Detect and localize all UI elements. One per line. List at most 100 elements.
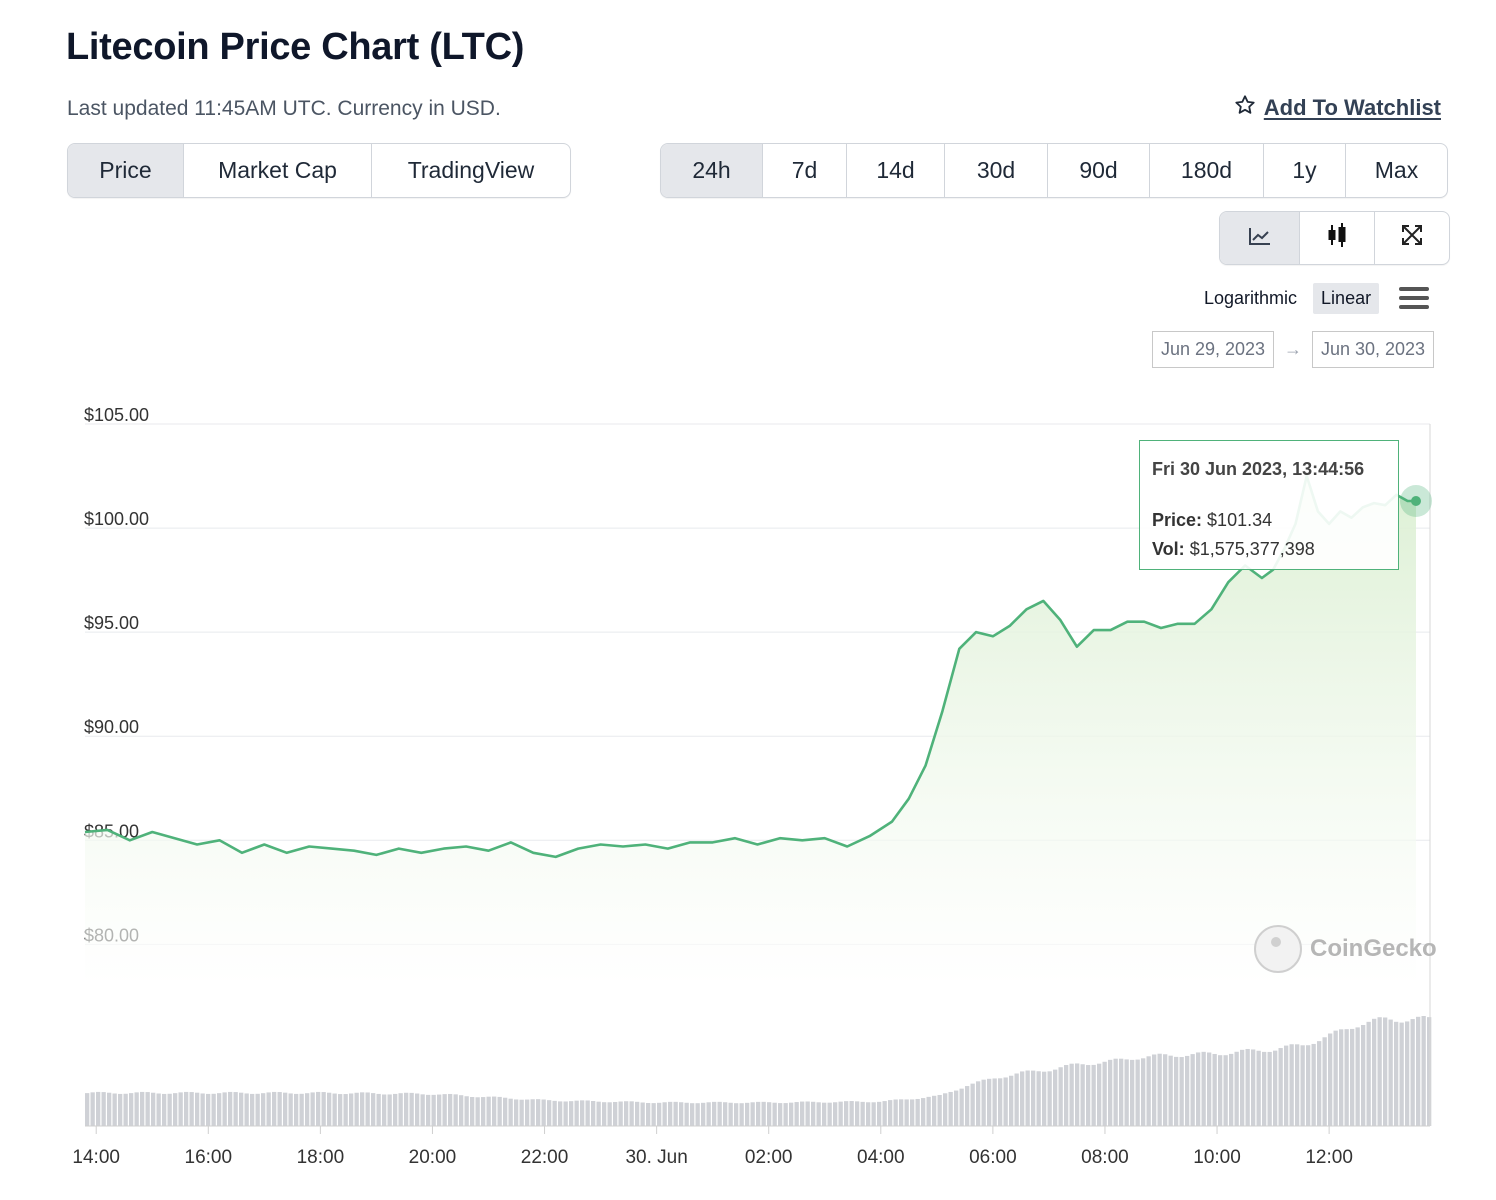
volume-bar xyxy=(1344,1029,1349,1126)
y-tick-label: $90.00 xyxy=(84,717,139,737)
volume-bar xyxy=(684,1102,689,1126)
range-14d-button[interactable]: 14d xyxy=(847,144,945,197)
volume-bar xyxy=(250,1093,255,1126)
volume-bar xyxy=(794,1102,799,1126)
volume-bar xyxy=(602,1102,607,1126)
volume-bar xyxy=(1020,1071,1025,1126)
volume-bar xyxy=(1405,1021,1410,1126)
volume-bar xyxy=(448,1093,453,1126)
tab-tradingview[interactable]: TradingView xyxy=(407,157,535,183)
volume-bar xyxy=(1388,1019,1393,1126)
range-1y-button[interactable]: 1y xyxy=(1264,144,1346,197)
last-updated-text: Last updated 11:45AM UTC. Currency in US… xyxy=(67,97,501,120)
volume-bar xyxy=(778,1103,783,1126)
volume-bar xyxy=(409,1092,414,1126)
volume-bar xyxy=(1097,1063,1102,1126)
volume-bar xyxy=(123,1093,128,1126)
volume-bar xyxy=(1289,1044,1294,1126)
volume-bar xyxy=(591,1100,596,1126)
volume-bar xyxy=(1328,1033,1333,1126)
volume-bar xyxy=(761,1101,766,1126)
volume-bar xyxy=(481,1097,486,1126)
volume-bar xyxy=(415,1093,420,1126)
volume-bar xyxy=(1135,1059,1140,1126)
volume-bar xyxy=(1003,1077,1008,1126)
volume-bar xyxy=(453,1094,458,1126)
volume-bar xyxy=(1146,1056,1151,1126)
volume-bar xyxy=(1427,1017,1432,1126)
volume-bar xyxy=(294,1093,299,1126)
range-180d-button[interactable]: 180d xyxy=(1150,144,1264,197)
range-30d-button[interactable]: 30d xyxy=(945,144,1048,197)
volume-bar xyxy=(1064,1065,1069,1126)
volume-bar xyxy=(1152,1054,1157,1126)
volume-bar xyxy=(1130,1059,1135,1126)
chart-tabs: Price Market Cap TradingView xyxy=(67,143,571,198)
volume-bar xyxy=(1322,1037,1327,1126)
candlestick-button[interactable] xyxy=(1300,212,1375,264)
volume-bar xyxy=(734,1103,739,1126)
range-7d-button[interactable]: 7d xyxy=(763,144,847,197)
fullscreen-button[interactable] xyxy=(1375,212,1449,264)
volume-bar xyxy=(508,1098,513,1126)
x-tick-label: 12:00 xyxy=(1305,1147,1353,1168)
tooltip-vol-label: Vol: xyxy=(1152,539,1185,559)
volume-bar xyxy=(662,1102,667,1126)
coingecko-logo-icon xyxy=(1254,925,1302,973)
y-tick-label: $105.00 xyxy=(84,405,149,425)
volume-bar xyxy=(431,1094,436,1126)
add-to-watchlist-button[interactable]: Add To Watchlist xyxy=(1234,94,1441,122)
range-24h-button[interactable]: 24h xyxy=(661,144,763,197)
volume-bar xyxy=(497,1096,502,1126)
line-chart-button[interactable] xyxy=(1220,212,1300,264)
line-chart-icon xyxy=(1248,225,1272,252)
volume-bar xyxy=(937,1094,942,1126)
volume-bar xyxy=(849,1101,854,1126)
volume-bar xyxy=(1163,1054,1168,1126)
volume-bar xyxy=(1009,1075,1014,1126)
volume-bar xyxy=(679,1102,684,1126)
range-90d-button[interactable]: 90d xyxy=(1048,144,1150,197)
volume-bar xyxy=(948,1091,953,1126)
volume-bar xyxy=(783,1103,788,1126)
price-chart[interactable]: $105.00$100.00$95.00$90.00$85.00$80.0014… xyxy=(0,380,1496,1180)
volume-bar xyxy=(910,1099,915,1126)
chart-menu-icon[interactable] xyxy=(1399,287,1429,314)
date-from-input[interactable]: Jun 29, 2023 xyxy=(1152,331,1274,368)
volume-bar xyxy=(261,1093,266,1126)
volume-bar xyxy=(200,1093,205,1126)
star-icon xyxy=(1234,94,1256,122)
volume-bar xyxy=(541,1099,546,1126)
volume-bar xyxy=(860,1101,865,1126)
tab-market-cap[interactable]: Market Cap xyxy=(184,144,372,197)
tab-price[interactable]: Price xyxy=(68,144,184,197)
price-area xyxy=(85,476,1416,986)
volume-bar xyxy=(926,1096,931,1126)
volume-bar xyxy=(673,1101,678,1126)
linear-option[interactable]: Linear xyxy=(1313,283,1380,314)
volume-bar xyxy=(1256,1050,1261,1126)
chart-tooltip: Fri 30 Jun 2023, 13:44:56 Price: $101.34… xyxy=(1139,440,1399,570)
volume-bar xyxy=(855,1101,860,1126)
volume-bar xyxy=(1185,1055,1190,1126)
date-to-input[interactable]: Jun 30, 2023 xyxy=(1312,331,1434,368)
volume-bar xyxy=(1251,1049,1256,1126)
volume-bar xyxy=(987,1078,992,1126)
x-tick-label: 18:00 xyxy=(297,1147,345,1168)
volume-bar xyxy=(195,1092,200,1126)
volume-bar xyxy=(1245,1048,1250,1126)
volume-bar xyxy=(1141,1058,1146,1126)
volume-bar xyxy=(1317,1041,1322,1126)
volume-bar xyxy=(613,1101,618,1126)
volume-bar xyxy=(398,1093,403,1126)
range-max-button[interactable]: Max xyxy=(1374,157,1419,183)
volume-bar xyxy=(871,1102,876,1126)
volume-bar xyxy=(932,1095,937,1126)
volume-bar xyxy=(618,1101,623,1126)
volume-bar xyxy=(640,1102,645,1126)
volume-bar xyxy=(1262,1051,1267,1126)
logarithmic-option[interactable]: Logarithmic xyxy=(1204,288,1298,308)
volume-bar xyxy=(1091,1064,1096,1126)
volume-bar xyxy=(547,1100,552,1126)
volume-bar xyxy=(800,1101,805,1126)
